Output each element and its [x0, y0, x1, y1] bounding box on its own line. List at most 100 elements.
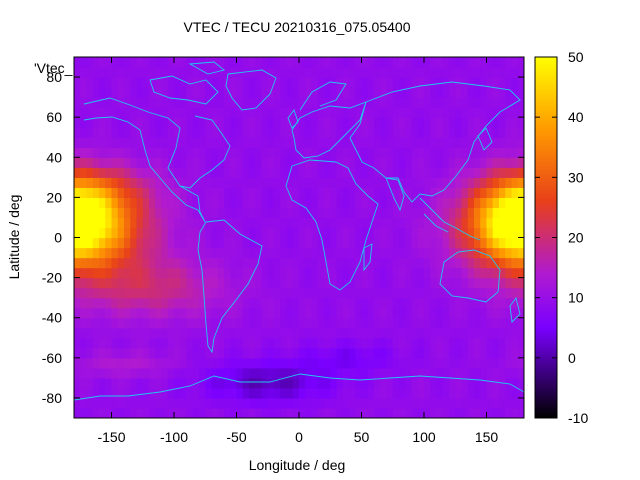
heatmap-cell	[517, 407, 524, 418]
heatmap-cell	[155, 87, 163, 98]
heatmap-cell	[449, 107, 456, 118]
heatmap-cell	[211, 247, 219, 259]
heatmap-cell	[505, 167, 513, 178]
heatmap-cell	[161, 147, 169, 158]
heatmap-cell	[155, 337, 163, 349]
heatmap-cell	[324, 77, 331, 88]
heatmap-cell	[86, 297, 94, 309]
heatmap-cell	[80, 67, 88, 78]
heatmap-cell	[311, 107, 319, 118]
heatmap-cell	[74, 137, 81, 148]
heatmap-cell	[92, 167, 100, 178]
heatmap-cell	[224, 297, 231, 309]
heatmap-cell	[186, 187, 194, 198]
heatmap-cell	[255, 227, 263, 239]
heatmap-cell	[99, 297, 106, 309]
heatmap-cell	[99, 227, 106, 239]
heatmap-cell	[299, 167, 306, 178]
heatmap-cell	[117, 247, 125, 259]
heatmap-cell	[149, 267, 156, 279]
heatmap-cell	[236, 357, 244, 369]
heatmap-cell	[436, 127, 444, 138]
heatmap-cell	[255, 277, 263, 289]
heatmap-cell	[474, 107, 481, 118]
heatmap-cell	[230, 227, 238, 239]
heatmap-cell	[180, 207, 188, 219]
heatmap-cell	[267, 257, 275, 269]
chart-title: VTEC / TECU 20210316_075.05400	[183, 19, 410, 35]
heatmap-cell	[111, 277, 119, 289]
heatmap-cell	[217, 187, 225, 198]
heatmap-cell	[336, 117, 344, 128]
heatmap-cell	[449, 137, 456, 148]
heatmap-cell	[486, 227, 494, 239]
heatmap-cell	[255, 287, 263, 299]
heatmap-cell	[442, 277, 450, 289]
heatmap-cell	[99, 357, 106, 369]
heatmap-cell	[336, 87, 344, 98]
heatmap-cell	[386, 367, 394, 379]
heatmap-cell	[242, 187, 250, 198]
heatmap-cell	[274, 387, 281, 399]
heatmap-cell	[430, 407, 438, 418]
heatmap-cell	[192, 397, 200, 409]
heatmap-cell	[424, 297, 431, 309]
heatmap-cell	[511, 337, 519, 349]
heatmap-cell	[186, 157, 194, 168]
y-tick-label: 80	[46, 69, 62, 85]
heatmap-cell	[174, 207, 181, 219]
heatmap-cell	[374, 187, 381, 198]
heatmap-cell	[249, 137, 256, 148]
heatmap-cell	[492, 127, 500, 138]
heatmap-cell	[330, 367, 338, 379]
heatmap-cell	[142, 127, 150, 138]
heatmap-cell	[405, 267, 413, 279]
heatmap-cell	[136, 67, 144, 78]
heatmap-cell	[286, 327, 294, 339]
heatmap-cell	[317, 397, 325, 409]
heatmap-cell	[399, 327, 406, 339]
heatmap-cell	[242, 257, 250, 269]
heatmap-cell	[274, 237, 281, 249]
heatmap-cell	[499, 127, 506, 138]
heatmap-cell	[105, 67, 113, 78]
heatmap-cell	[142, 297, 150, 309]
heatmap-cell	[274, 147, 281, 158]
heatmap-cell	[217, 387, 225, 399]
heatmap-cell	[492, 337, 500, 349]
heatmap-cell	[424, 97, 431, 108]
heatmap-cell	[242, 377, 250, 389]
heatmap-cell	[167, 277, 175, 289]
heatmap-cell	[299, 197, 306, 209]
heatmap-cell	[330, 317, 338, 329]
x-axis-label: Longitude / deg	[249, 457, 346, 473]
heatmap-cell	[174, 407, 181, 418]
heatmap-cell	[299, 57, 306, 68]
heatmap-cell	[317, 267, 325, 279]
heatmap-cell	[236, 117, 244, 128]
heatmap-cell	[367, 377, 375, 389]
heatmap-cell	[255, 387, 263, 399]
heatmap-cell	[449, 377, 456, 389]
heatmap-cell	[230, 197, 238, 209]
heatmap-cell	[411, 327, 419, 339]
heatmap-cell	[267, 217, 275, 229]
heatmap-cell	[211, 337, 219, 349]
heatmap-cell	[199, 297, 206, 309]
heatmap-cell	[142, 187, 150, 198]
heatmap-cell	[467, 237, 475, 249]
heatmap-cell	[361, 77, 369, 88]
heatmap-cell	[417, 187, 425, 198]
heatmap-cell	[386, 57, 394, 68]
heatmap-cell	[230, 177, 238, 188]
heatmap-cell	[486, 357, 494, 369]
heatmap-cell	[299, 147, 306, 158]
heatmap-cell	[255, 147, 263, 158]
heatmap-cell	[230, 337, 238, 349]
heatmap-cell	[411, 357, 419, 369]
heatmap-cell	[405, 187, 413, 198]
heatmap-cell	[349, 197, 356, 209]
heatmap-cell	[374, 257, 381, 269]
heatmap-cell	[467, 187, 475, 198]
heatmap-cell	[511, 107, 519, 118]
